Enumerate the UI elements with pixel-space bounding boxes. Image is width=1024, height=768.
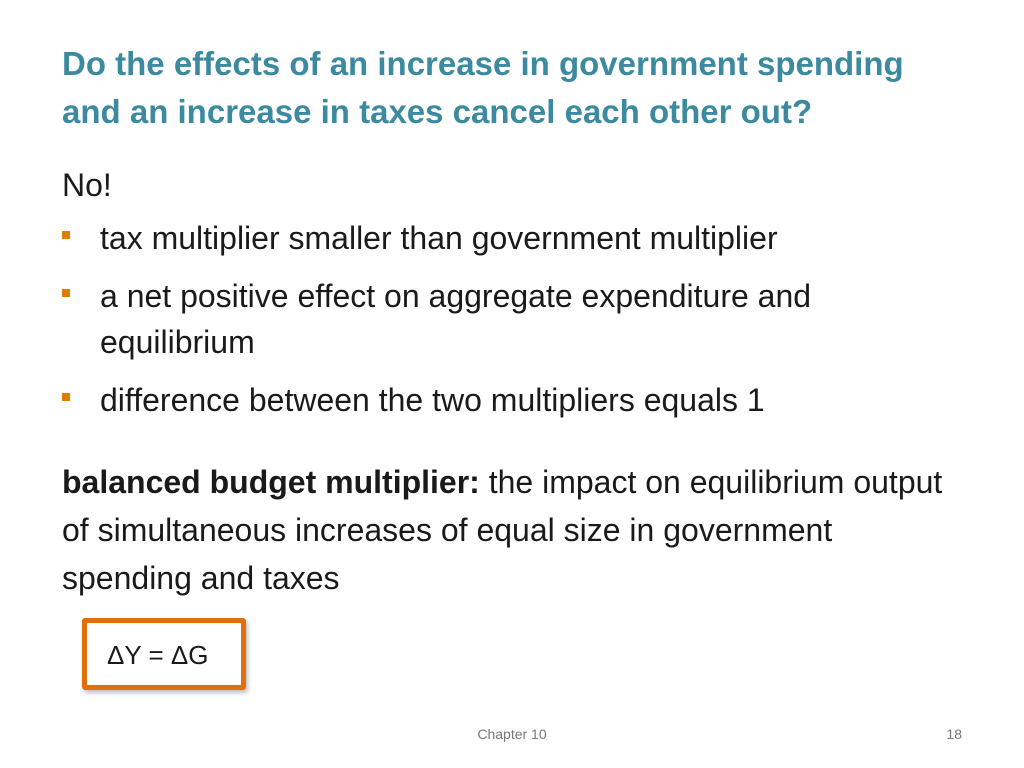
bullet-item: a net positive effect on aggregate expen… [62,273,942,365]
slide-title: Do the effects of an increase in governm… [62,45,904,130]
definition-text: the impact on equilibrium output of simu… [62,464,943,596]
definition-term: balanced budget multiplier: [62,464,480,500]
bullet-item: tax multiplier smaller than government m… [62,215,942,261]
bullet-text: a net positive effect on aggregate expen… [100,278,812,360]
square-bullet-icon [62,231,70,239]
square-bullet-icon [62,393,70,401]
formula-box: ΔY = ΔG [82,618,246,690]
formula-text: ΔY = ΔG [107,640,209,670]
bullet-item: difference between the two multipliers e… [62,377,942,423]
footer-chapter: Chapter 10 [477,726,547,742]
bullet-text: tax multiplier smaller than government m… [100,220,778,256]
square-bullet-icon [62,289,70,297]
bullet-list: tax multiplier smaller than government m… [62,215,942,435]
page-number: 18 [946,726,962,742]
definition-paragraph: balanced budget multiplier: the impact o… [62,458,962,602]
lead-answer: No! [62,167,112,203]
bullet-text: difference between the two multipliers e… [100,382,765,418]
